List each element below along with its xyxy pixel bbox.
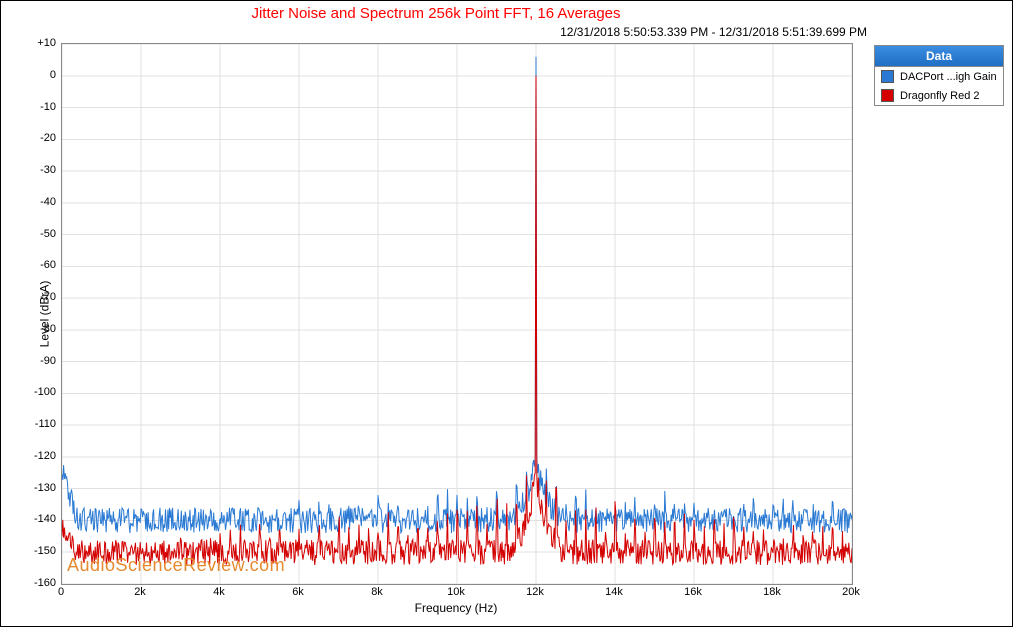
y-tick-label: -50 — [11, 228, 56, 240]
y-tick-label: -100 — [11, 386, 56, 398]
legend-item[interactable]: DACPort ...igh Gain — [875, 67, 1003, 86]
chart-container: Jitter Noise and Spectrum 256k Point FFT… — [0, 0, 1013, 627]
x-tick-label: 12k — [526, 586, 544, 598]
legend-body: DACPort ...igh Gain Dragonfly Red 2 — [875, 67, 1003, 105]
x-tick-label: 20k — [842, 586, 860, 598]
plot-area — [61, 43, 853, 585]
timestamp: 12/31/2018 5:50:53.339 PM - 12/31/2018 5… — [560, 25, 867, 39]
legend-swatch — [881, 89, 894, 102]
x-tick-label: 6k — [292, 586, 304, 598]
legend-label: Dragonfly Red 2 — [900, 90, 980, 102]
x-axis-title: Frequency (Hz) — [61, 601, 851, 615]
y-tick-label: -150 — [11, 545, 56, 557]
y-tick-label: -160 — [11, 577, 56, 589]
x-tick-label: 2k — [134, 586, 146, 598]
x-tick-label: 16k — [684, 586, 702, 598]
y-tick-label: 0 — [11, 69, 56, 81]
y-tick-label: -90 — [11, 355, 56, 367]
legend: Data DACPort ...igh Gain Dragonfly Red 2 — [874, 45, 1004, 106]
x-tick-label: 4k — [213, 586, 225, 598]
legend-swatch — [881, 70, 894, 83]
y-tick-label: -10 — [11, 101, 56, 113]
y-tick-label: -30 — [11, 164, 56, 176]
legend-label: DACPort ...igh Gain — [900, 71, 997, 83]
chart-title: Jitter Noise and Spectrum 256k Point FFT… — [1, 5, 871, 22]
x-tick-label: 18k — [763, 586, 781, 598]
y-tick-label: -60 — [11, 259, 56, 271]
y-tick-label: -110 — [11, 418, 56, 430]
legend-header: Data — [875, 46, 1003, 67]
y-tick-label: -120 — [11, 450, 56, 462]
x-tick-label: 0 — [58, 586, 64, 598]
y-tick-label: -20 — [11, 132, 56, 144]
plot-svg — [62, 44, 852, 584]
y-axis-title: Level (dBrA) — [37, 280, 51, 347]
watermark: AudioScienceReview.com — [67, 555, 285, 576]
y-tick-label: -140 — [11, 513, 56, 525]
legend-item[interactable]: Dragonfly Red 2 — [875, 86, 1003, 105]
y-tick-label: -40 — [11, 196, 56, 208]
y-tick-label: -130 — [11, 482, 56, 494]
y-tick-label: +10 — [11, 37, 56, 49]
x-tick-label: 8k — [371, 586, 383, 598]
x-tick-label: 10k — [447, 586, 465, 598]
x-tick-label: 14k — [605, 586, 623, 598]
